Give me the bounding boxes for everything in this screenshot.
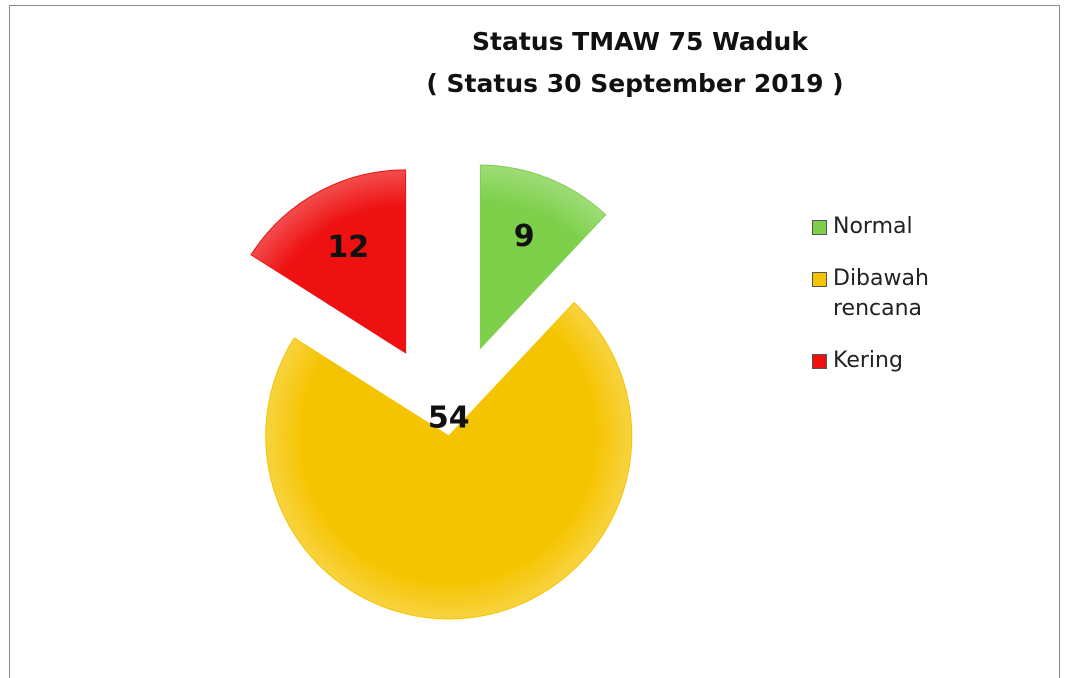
legend-item: Kering [812, 346, 952, 376]
pie-slice [250, 169, 407, 354]
legend: Normal Dibawah rencana Kering [812, 212, 952, 398]
legend-label: Kering [833, 348, 903, 373]
chart-title: Status TMAW 75 Waduk [472, 27, 809, 56]
legend-swatch [812, 220, 827, 235]
legend-label: Normal [833, 214, 913, 239]
pie-slice [479, 164, 607, 350]
data-label: 54 [428, 400, 470, 435]
chart-subtitle: ( Status 30 September 2019 ) [426, 69, 843, 98]
legend-item: Dibawah rencana [812, 264, 952, 324]
legend-swatch [812, 272, 827, 287]
pie-slice [265, 301, 633, 620]
data-label: 9 [514, 219, 535, 254]
data-label: 12 [327, 230, 369, 265]
legend-label: Dibawah rencana [833, 266, 929, 321]
legend-item: Normal [812, 212, 952, 242]
legend-swatch [812, 354, 827, 369]
